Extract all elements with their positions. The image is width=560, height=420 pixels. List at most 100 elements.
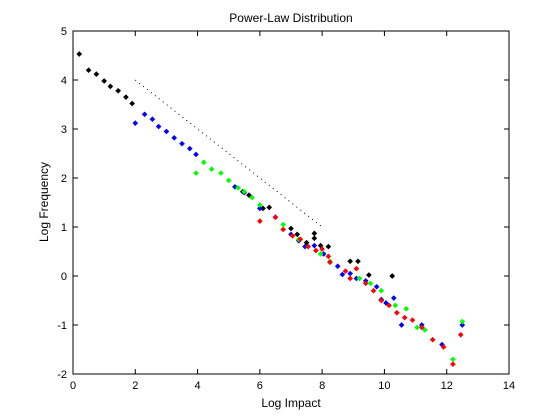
data-point <box>303 239 310 246</box>
axis-ticks-layer <box>72 30 510 375</box>
x-tick-label: 4 <box>195 380 201 392</box>
data-point <box>389 273 396 279</box>
data-point <box>362 280 369 287</box>
data-point <box>123 94 129 100</box>
data-point <box>325 253 332 260</box>
data-point <box>339 271 346 278</box>
data-point <box>225 177 232 184</box>
y-tick-label: 4 <box>61 75 67 87</box>
chart-title: Power-Law Distribution <box>229 11 352 25</box>
data-point <box>101 78 107 84</box>
y-tick-label: 2 <box>61 173 67 185</box>
data-point <box>325 243 332 250</box>
data-point <box>272 214 279 221</box>
x-tick-label: 10 <box>378 380 390 392</box>
data-point <box>370 287 377 294</box>
y-tick-label: 3 <box>61 124 67 136</box>
x-tick-label: 8 <box>319 380 325 392</box>
data-point <box>200 159 207 166</box>
data-point <box>342 268 349 274</box>
series-0 <box>76 51 396 279</box>
data-point <box>141 111 148 118</box>
data-point <box>457 331 464 338</box>
data-point <box>319 246 325 252</box>
data-point <box>107 83 114 90</box>
data-point <box>450 361 456 368</box>
data-point <box>257 218 263 224</box>
data-point <box>149 116 156 123</box>
data-point <box>334 263 341 270</box>
data-point <box>311 230 318 237</box>
data-point <box>289 232 296 239</box>
data-point <box>280 226 287 233</box>
data-point <box>378 287 385 294</box>
y-axis-label: Log Frequency <box>37 162 51 242</box>
data-point <box>459 322 466 328</box>
plot-area <box>73 31 509 374</box>
x-tick-label: 6 <box>257 380 263 392</box>
data-point <box>155 123 162 130</box>
data-point <box>401 314 408 321</box>
data-point <box>76 51 83 57</box>
data-point <box>246 192 252 198</box>
data-point <box>297 236 304 243</box>
data-point <box>311 242 318 249</box>
data-point <box>394 309 400 316</box>
data-point <box>257 205 263 212</box>
data-point <box>386 302 392 309</box>
data-point <box>171 134 178 141</box>
data-point <box>249 194 255 201</box>
data-point <box>235 184 241 191</box>
data-point <box>193 151 199 158</box>
data-point <box>311 235 318 242</box>
data-point <box>115 87 121 94</box>
data-point <box>373 283 380 290</box>
x-tick-label: 2 <box>132 380 138 392</box>
data-point <box>317 251 324 257</box>
y-tick-label: -2 <box>57 369 67 381</box>
data-point <box>193 170 199 176</box>
data-point <box>129 100 135 107</box>
data-point <box>288 225 294 232</box>
data-points-layer <box>76 51 466 368</box>
data-point <box>403 306 410 312</box>
y-tick-label: 1 <box>61 222 67 234</box>
data-point <box>305 243 311 250</box>
data-point <box>414 324 420 331</box>
y-tick-label: 0 <box>61 271 67 283</box>
data-point <box>459 318 466 325</box>
data-point <box>313 247 319 254</box>
data-point <box>409 317 416 323</box>
data-point <box>392 302 399 309</box>
series-3 <box>257 214 464 368</box>
x-tick-label: 14 <box>503 380 515 392</box>
data-point <box>440 344 447 350</box>
data-point <box>422 327 428 333</box>
data-point <box>347 258 353 265</box>
data-point <box>85 67 92 74</box>
plot-frame <box>72 30 510 375</box>
data-point <box>266 204 273 211</box>
data-point <box>353 265 360 272</box>
data-point <box>378 297 385 304</box>
data-point <box>294 231 301 238</box>
x-tick-label: 0 <box>70 380 76 392</box>
data-point <box>383 300 389 306</box>
data-point <box>367 280 374 287</box>
data-point <box>179 140 185 147</box>
y-tick-label: -1 <box>57 320 67 332</box>
data-point <box>163 128 170 135</box>
data-point <box>132 120 139 126</box>
data-point <box>390 295 397 301</box>
data-point <box>208 166 215 173</box>
data-point <box>93 71 100 77</box>
data-point <box>418 324 425 331</box>
data-point <box>429 336 436 343</box>
data-point <box>327 259 333 266</box>
data-point <box>366 272 372 278</box>
data-point <box>356 275 363 282</box>
data-point <box>355 258 361 265</box>
x-tick-label: 12 <box>441 380 453 392</box>
